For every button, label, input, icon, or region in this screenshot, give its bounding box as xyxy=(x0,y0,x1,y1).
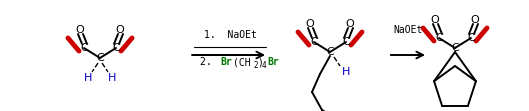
Text: Br: Br xyxy=(220,57,232,67)
Text: C: C xyxy=(451,43,459,53)
Text: 4: 4 xyxy=(262,60,267,69)
Text: C: C xyxy=(112,43,120,53)
Text: O: O xyxy=(306,19,314,29)
Text: C: C xyxy=(96,53,104,63)
Text: NaOEt: NaOEt xyxy=(394,25,423,35)
Text: C: C xyxy=(326,47,334,57)
Text: O: O xyxy=(76,25,84,35)
Text: O: O xyxy=(116,25,124,35)
Text: 2.: 2. xyxy=(200,57,223,67)
Text: O: O xyxy=(345,19,354,29)
Text: 2: 2 xyxy=(253,60,258,69)
Text: H: H xyxy=(108,73,116,83)
Text: H: H xyxy=(342,67,350,77)
Text: ): ) xyxy=(257,57,263,67)
Text: (CH: (CH xyxy=(233,57,251,67)
Text: O: O xyxy=(471,15,479,25)
Text: 1.  NaOEt: 1. NaOEt xyxy=(204,30,257,40)
Text: Br: Br xyxy=(267,57,279,67)
Text: C: C xyxy=(467,33,475,43)
Text: C: C xyxy=(310,37,318,47)
Text: C: C xyxy=(342,37,350,47)
Text: H: H xyxy=(84,73,92,83)
Text: C: C xyxy=(435,33,443,43)
Text: C: C xyxy=(80,43,88,53)
Text: O: O xyxy=(431,15,440,25)
